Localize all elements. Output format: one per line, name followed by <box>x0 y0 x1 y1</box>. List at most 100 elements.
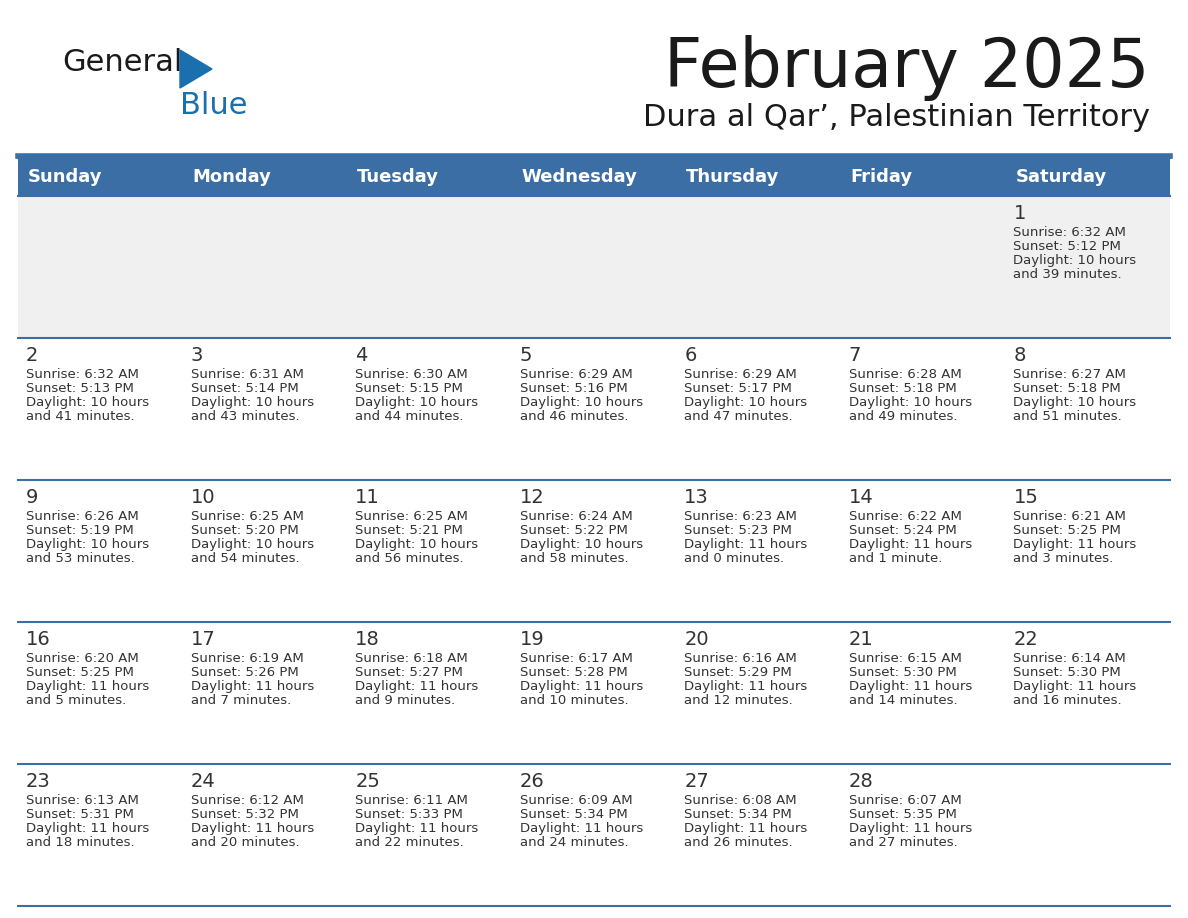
Text: and 39 minutes.: and 39 minutes. <box>1013 268 1121 281</box>
Text: and 3 minutes.: and 3 minutes. <box>1013 552 1113 565</box>
Text: Blue: Blue <box>181 91 247 120</box>
Text: and 41 minutes.: and 41 minutes. <box>26 410 134 423</box>
Text: Sunday: Sunday <box>29 168 102 186</box>
Text: 5: 5 <box>519 346 532 365</box>
Text: Sunset: 5:22 PM: Sunset: 5:22 PM <box>519 524 627 537</box>
Text: Sunset: 5:18 PM: Sunset: 5:18 PM <box>849 382 956 395</box>
Text: and 43 minutes.: and 43 minutes. <box>190 410 299 423</box>
Text: Tuesday: Tuesday <box>358 168 440 186</box>
Text: Sunrise: 6:32 AM: Sunrise: 6:32 AM <box>1013 226 1126 239</box>
Text: and 24 minutes.: and 24 minutes. <box>519 836 628 849</box>
Text: Sunset: 5:35 PM: Sunset: 5:35 PM <box>849 808 956 821</box>
Text: Sunrise: 6:27 AM: Sunrise: 6:27 AM <box>1013 368 1126 381</box>
Text: Sunrise: 6:32 AM: Sunrise: 6:32 AM <box>26 368 139 381</box>
Text: Sunset: 5:16 PM: Sunset: 5:16 PM <box>519 382 627 395</box>
Text: Sunrise: 6:18 AM: Sunrise: 6:18 AM <box>355 652 468 665</box>
Text: and 54 minutes.: and 54 minutes. <box>190 552 299 565</box>
Text: 19: 19 <box>519 630 544 649</box>
Text: and 56 minutes.: and 56 minutes. <box>355 552 463 565</box>
Text: Sunset: 5:12 PM: Sunset: 5:12 PM <box>1013 240 1121 253</box>
Text: and 58 minutes.: and 58 minutes. <box>519 552 628 565</box>
Text: and 51 minutes.: and 51 minutes. <box>1013 410 1123 423</box>
Text: Daylight: 10 hours: Daylight: 10 hours <box>1013 254 1137 267</box>
Text: Daylight: 11 hours: Daylight: 11 hours <box>849 822 972 835</box>
Text: Daylight: 11 hours: Daylight: 11 hours <box>1013 538 1137 551</box>
Text: 18: 18 <box>355 630 380 649</box>
Text: and 27 minutes.: and 27 minutes. <box>849 836 958 849</box>
Text: 12: 12 <box>519 488 544 507</box>
Text: Sunrise: 6:19 AM: Sunrise: 6:19 AM <box>190 652 303 665</box>
Text: Sunrise: 6:21 AM: Sunrise: 6:21 AM <box>1013 510 1126 523</box>
Text: and 18 minutes.: and 18 minutes. <box>26 836 134 849</box>
Text: 20: 20 <box>684 630 709 649</box>
Text: Sunrise: 6:07 AM: Sunrise: 6:07 AM <box>849 794 961 807</box>
Text: 23: 23 <box>26 772 51 791</box>
Text: Daylight: 10 hours: Daylight: 10 hours <box>26 396 150 409</box>
Text: Sunrise: 6:14 AM: Sunrise: 6:14 AM <box>1013 652 1126 665</box>
Text: Dura al Qar’, Palestinian Territory: Dura al Qar’, Palestinian Territory <box>643 103 1150 132</box>
Text: Sunrise: 6:17 AM: Sunrise: 6:17 AM <box>519 652 632 665</box>
Text: Daylight: 10 hours: Daylight: 10 hours <box>684 396 808 409</box>
Text: Sunset: 5:15 PM: Sunset: 5:15 PM <box>355 382 463 395</box>
Text: Thursday: Thursday <box>687 168 779 186</box>
Text: and 14 minutes.: and 14 minutes. <box>849 694 958 707</box>
Text: Daylight: 11 hours: Daylight: 11 hours <box>684 680 808 693</box>
Text: 14: 14 <box>849 488 873 507</box>
Text: Daylight: 11 hours: Daylight: 11 hours <box>519 680 643 693</box>
Text: 17: 17 <box>190 630 215 649</box>
Text: and 26 minutes.: and 26 minutes. <box>684 836 792 849</box>
Text: Monday: Monday <box>192 168 271 186</box>
Text: Sunset: 5:25 PM: Sunset: 5:25 PM <box>26 666 134 679</box>
Text: 11: 11 <box>355 488 380 507</box>
Bar <box>18 764 1170 906</box>
Text: Daylight: 11 hours: Daylight: 11 hours <box>1013 680 1137 693</box>
Text: and 7 minutes.: and 7 minutes. <box>190 694 291 707</box>
Text: and 16 minutes.: and 16 minutes. <box>1013 694 1121 707</box>
Text: Sunrise: 6:29 AM: Sunrise: 6:29 AM <box>519 368 632 381</box>
Text: Sunrise: 6:28 AM: Sunrise: 6:28 AM <box>849 368 961 381</box>
Text: Friday: Friday <box>851 168 914 186</box>
Text: Daylight: 11 hours: Daylight: 11 hours <box>190 680 314 693</box>
Text: and 47 minutes.: and 47 minutes. <box>684 410 792 423</box>
Text: Sunset: 5:30 PM: Sunset: 5:30 PM <box>1013 666 1121 679</box>
Text: Sunset: 5:32 PM: Sunset: 5:32 PM <box>190 808 298 821</box>
Text: 9: 9 <box>26 488 38 507</box>
Text: Sunrise: 6:24 AM: Sunrise: 6:24 AM <box>519 510 632 523</box>
Text: and 5 minutes.: and 5 minutes. <box>26 694 126 707</box>
Text: Sunset: 5:27 PM: Sunset: 5:27 PM <box>355 666 463 679</box>
Text: 24: 24 <box>190 772 215 791</box>
Text: 8: 8 <box>1013 346 1025 365</box>
Bar <box>18 622 1170 764</box>
Text: Sunrise: 6:22 AM: Sunrise: 6:22 AM <box>849 510 962 523</box>
Text: Sunset: 5:17 PM: Sunset: 5:17 PM <box>684 382 792 395</box>
Text: Sunset: 5:23 PM: Sunset: 5:23 PM <box>684 524 792 537</box>
Text: 13: 13 <box>684 488 709 507</box>
Text: Sunset: 5:25 PM: Sunset: 5:25 PM <box>1013 524 1121 537</box>
Text: Sunset: 5:13 PM: Sunset: 5:13 PM <box>26 382 134 395</box>
Text: Daylight: 10 hours: Daylight: 10 hours <box>849 396 972 409</box>
Text: Daylight: 10 hours: Daylight: 10 hours <box>26 538 150 551</box>
Text: Daylight: 10 hours: Daylight: 10 hours <box>190 538 314 551</box>
Text: 4: 4 <box>355 346 367 365</box>
Text: Saturday: Saturday <box>1016 168 1107 186</box>
Text: Sunrise: 6:30 AM: Sunrise: 6:30 AM <box>355 368 468 381</box>
Text: Sunset: 5:29 PM: Sunset: 5:29 PM <box>684 666 792 679</box>
Text: and 0 minutes.: and 0 minutes. <box>684 552 784 565</box>
Text: and 9 minutes.: and 9 minutes. <box>355 694 455 707</box>
Text: Daylight: 11 hours: Daylight: 11 hours <box>26 822 150 835</box>
Text: Sunrise: 6:13 AM: Sunrise: 6:13 AM <box>26 794 139 807</box>
Text: Sunrise: 6:20 AM: Sunrise: 6:20 AM <box>26 652 139 665</box>
Text: Sunrise: 6:25 AM: Sunrise: 6:25 AM <box>190 510 303 523</box>
Text: Sunrise: 6:16 AM: Sunrise: 6:16 AM <box>684 652 797 665</box>
Text: Sunrise: 6:15 AM: Sunrise: 6:15 AM <box>849 652 962 665</box>
Text: and 53 minutes.: and 53 minutes. <box>26 552 134 565</box>
Bar <box>18 158 1170 196</box>
Text: 1: 1 <box>1013 204 1025 223</box>
Text: Sunrise: 6:26 AM: Sunrise: 6:26 AM <box>26 510 139 523</box>
Bar <box>18 338 1170 480</box>
Text: Daylight: 10 hours: Daylight: 10 hours <box>519 538 643 551</box>
Text: Sunset: 5:21 PM: Sunset: 5:21 PM <box>355 524 463 537</box>
Text: Sunrise: 6:11 AM: Sunrise: 6:11 AM <box>355 794 468 807</box>
Text: Sunset: 5:24 PM: Sunset: 5:24 PM <box>849 524 956 537</box>
Text: Sunset: 5:19 PM: Sunset: 5:19 PM <box>26 524 134 537</box>
